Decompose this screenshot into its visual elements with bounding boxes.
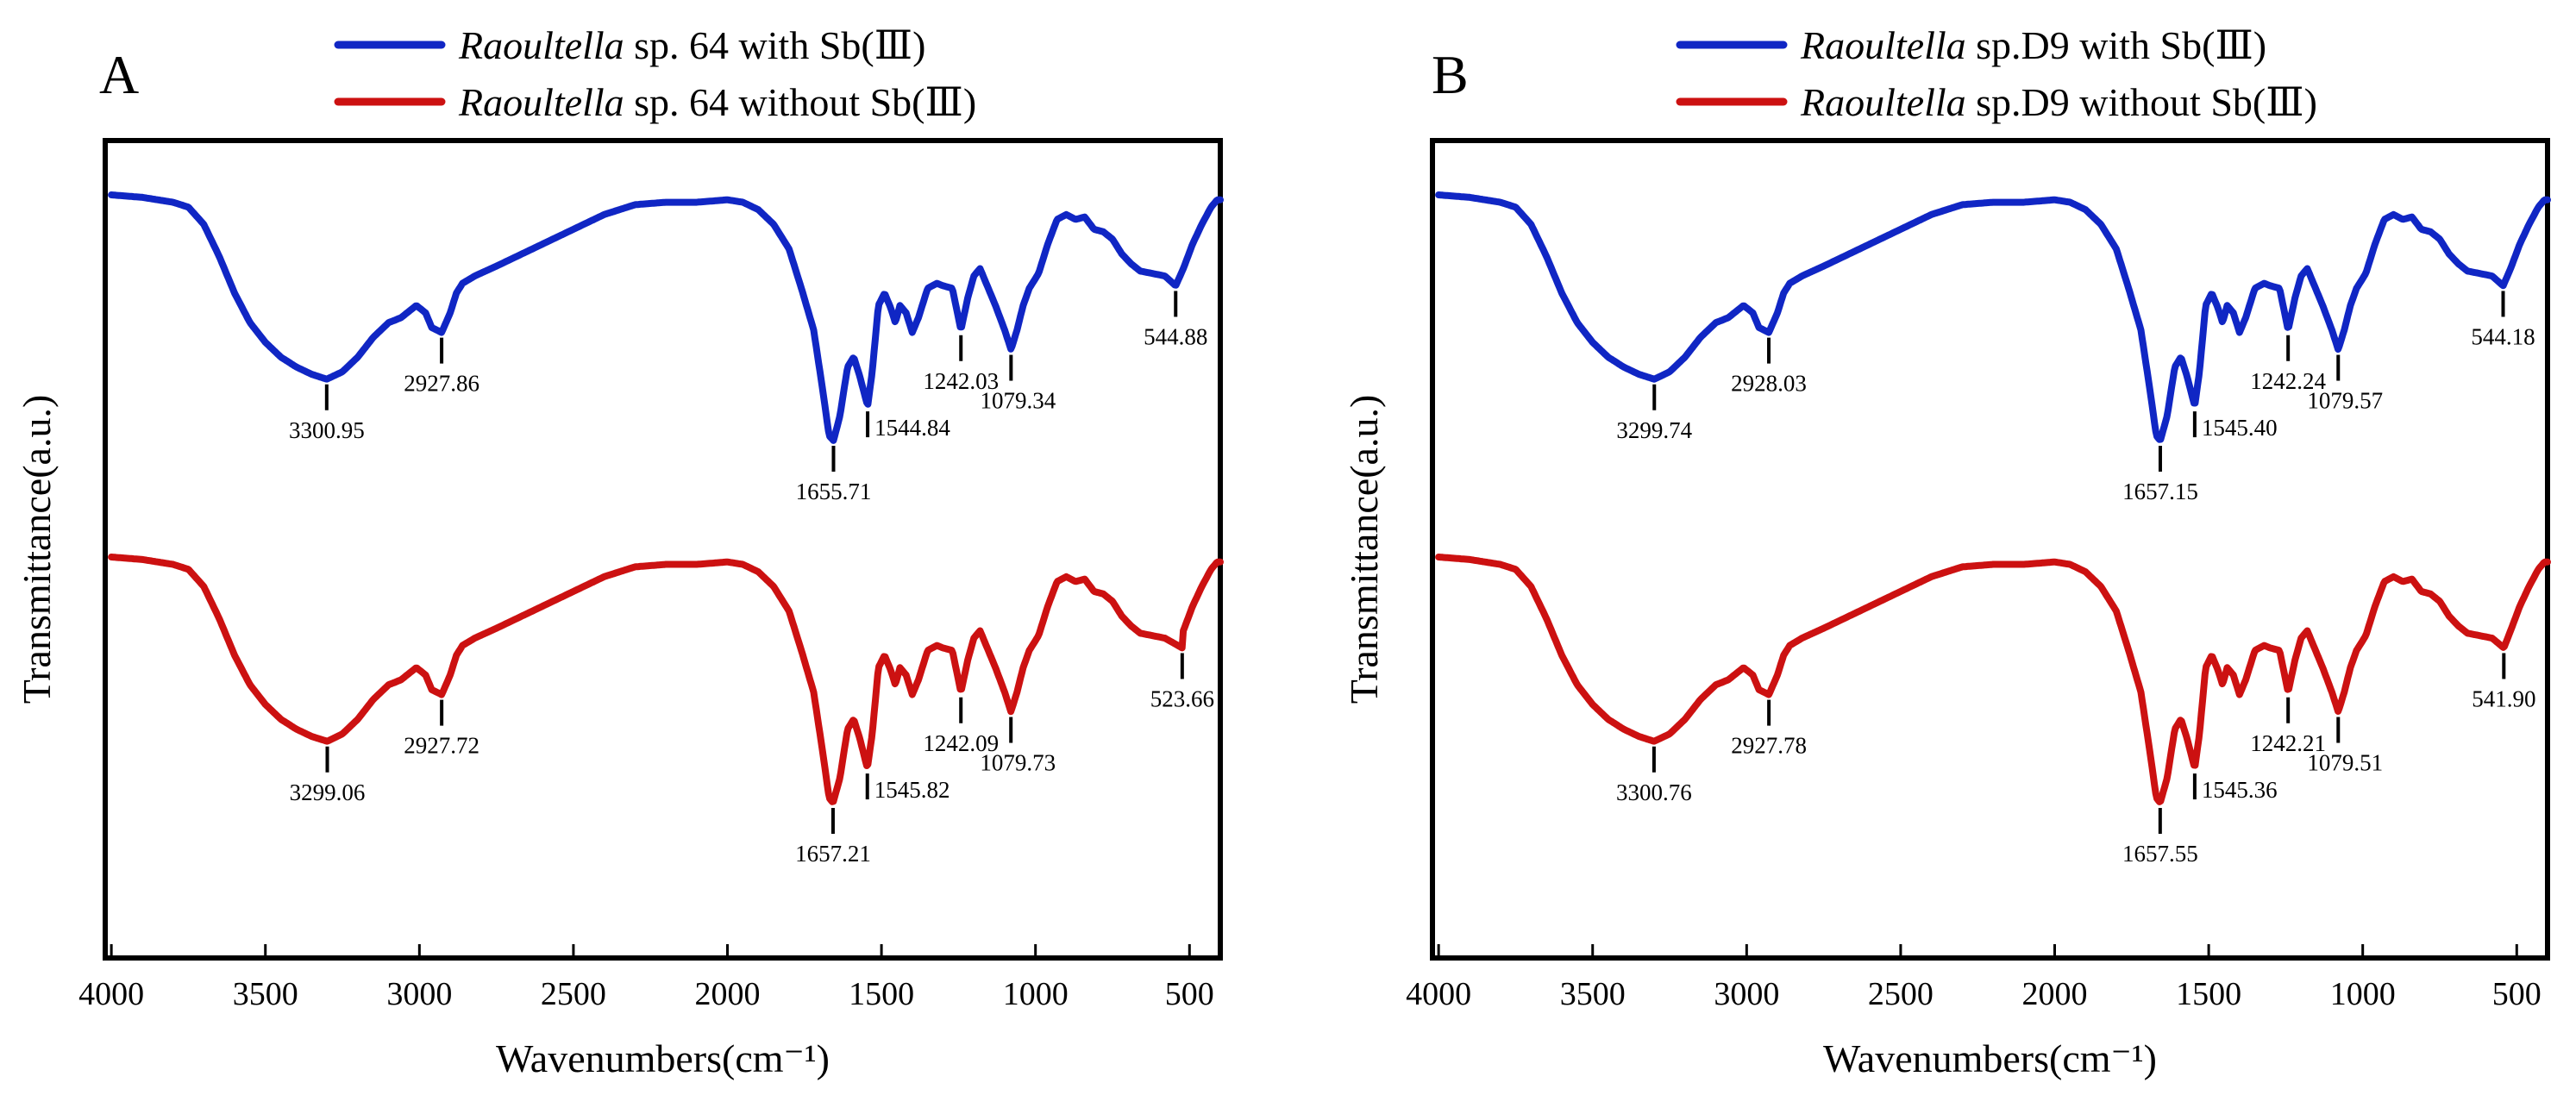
peak-label: 1242.09 (923, 730, 999, 756)
peak-annotation: 1242.03 (923, 335, 999, 394)
peak-label: 2927.78 (1731, 733, 1807, 759)
chart-panel-b: B Raoultella sp.D9 with Sb(Ⅲ) Raoultella s… (1342, 23, 2551, 1080)
spectrum-line (108, 191, 1224, 444)
peak-label: 523.66 (1150, 685, 1214, 711)
peak-annotation: 3300.95 (289, 384, 365, 443)
peak-label: 544.88 (1144, 323, 1207, 349)
x-tick-label: 1000 (1003, 976, 1069, 1012)
peak-label: 3300.76 (1616, 779, 1692, 805)
peak-label: 1079.73 (980, 750, 1056, 776)
plot-frame (103, 138, 1223, 961)
legend-label: Raoultella sp.D9 with Sb(Ⅲ) (1800, 23, 2266, 67)
legend-label: Raoultella sp.D9 without Sb(Ⅲ) (1800, 80, 2317, 124)
peak-annotation: 2927.86 (404, 337, 479, 397)
x-tick-label: 3000 (1714, 976, 1779, 1012)
peak-label: 544.18 (2471, 323, 2535, 349)
y-axis-title: Transmittance(a.u.) (1342, 395, 1386, 704)
x-tick-label: 500 (1165, 976, 1214, 1012)
legend-label: Raoultella sp. 64 with Sb(Ⅲ) (458, 23, 925, 67)
peak-annotation: 3299.74 (1616, 384, 1693, 443)
peak-annotation: 1079.73 (980, 717, 1056, 776)
legend-label: Raoultella sp. 64 without Sb(Ⅲ) (458, 80, 976, 124)
peak-label: 3299.06 (290, 779, 366, 805)
peak-label: 1545.82 (874, 777, 950, 803)
peak-label: 1079.51 (2307, 750, 2383, 776)
peak-annotation: 1655.71 (796, 446, 872, 504)
legend-entry: Raoultella sp. 64 with Sb(Ⅲ) (334, 23, 925, 67)
legend-entry: Raoultella sp.D9 without Sb(Ⅲ) (1676, 80, 2317, 124)
peak-annotation: 544.18 (2471, 291, 2535, 349)
peak-label: 1657.21 (795, 841, 871, 867)
peak-annotation: 1545.82 (865, 773, 950, 803)
peak-annotation: 1657.21 (795, 808, 871, 867)
y-axis-title: Transmittance(a.u.) (15, 395, 59, 704)
panel-letter: A (99, 44, 139, 105)
x-tick-label: 3500 (233, 976, 298, 1012)
peak-annotation: 2928.03 (1731, 337, 1807, 397)
spectrum-line (108, 554, 1224, 805)
peak-annotation: 3300.76 (1616, 746, 1692, 805)
peak-label: 1655.71 (796, 479, 872, 504)
x-axis-title: Wavenumbers(cm⁻¹) (496, 1036, 830, 1080)
peak-label: 1657.55 (2122, 841, 2198, 867)
x-tick-label: 1500 (2176, 976, 2241, 1012)
panel-letter: B (1432, 44, 1469, 105)
peak-annotation: 2927.72 (404, 699, 479, 759)
peak-label: 1242.24 (2250, 368, 2326, 394)
peak-label: 3299.74 (1616, 417, 1692, 443)
x-tick-label: 3500 (1560, 976, 1626, 1012)
peak-label: 2928.03 (1731, 371, 1807, 397)
peak-annotation: 1545.36 (2192, 773, 2278, 803)
peak-annotation: 1545.40 (2192, 411, 2278, 441)
peak-label: 1079.34 (980, 388, 1056, 414)
peak-annotation: 1242.21 (2250, 697, 2326, 756)
legend-entry: Raoultella sp.D9 with Sb(Ⅲ) (1676, 23, 2266, 67)
spectrum-line (1435, 554, 2551, 805)
peak-annotation: 1079.57 (2307, 354, 2383, 414)
peak-annotation: 1242.24 (2250, 335, 2327, 394)
plot-frame (1430, 138, 2550, 961)
peak-label: 1242.21 (2250, 730, 2326, 756)
peak-label: 1544.84 (874, 415, 950, 441)
x-tick-label: 2000 (695, 976, 761, 1012)
x-axis-title: Wavenumbers(cm⁻¹) (1823, 1036, 2157, 1080)
peak-annotation: 523.66 (1150, 653, 1214, 711)
x-tick-label: 4000 (78, 976, 144, 1012)
peak-label: 2927.86 (404, 371, 479, 397)
peak-label: 3300.95 (289, 417, 365, 443)
peak-label: 1079.57 (2307, 388, 2383, 414)
peak-annotation: 1242.09 (923, 697, 999, 756)
x-tick-label: 1000 (2330, 976, 2396, 1012)
x-tick-label: 1500 (849, 976, 914, 1012)
peak-annotation: 1544.84 (866, 411, 950, 441)
peak-annotation: 3299.06 (290, 746, 366, 805)
x-tick-label: 2500 (1868, 976, 1934, 1012)
peak-annotation: 541.90 (2472, 653, 2535, 711)
x-tick-label: 4000 (1406, 976, 1471, 1012)
x-tick-label: 3000 (386, 976, 452, 1012)
peak-label: 1545.40 (2202, 415, 2278, 441)
spectrum-line (1435, 191, 2551, 443)
peak-annotation: 2927.78 (1731, 699, 1807, 759)
peak-annotation: 1079.34 (980, 354, 1056, 414)
peak-label: 1545.36 (2202, 777, 2278, 803)
x-tick-label: 500 (2492, 976, 2542, 1012)
peak-label: 541.90 (2472, 685, 2535, 711)
peak-annotation: 1079.51 (2307, 717, 2383, 776)
peak-annotation: 1657.55 (2122, 808, 2198, 867)
chart-panel-a: A Raoultella sp. 64 with Sb(Ⅲ) Raoultella … (15, 23, 1224, 1080)
peak-label: 1657.15 (2122, 479, 2198, 504)
legend-entry: Raoultella sp. 64 without Sb(Ⅲ) (334, 80, 976, 124)
x-tick-label: 2000 (2022, 976, 2088, 1012)
peak-annotation: 544.88 (1144, 291, 1207, 349)
peak-label: 1242.03 (923, 368, 999, 394)
peak-annotation: 1657.15 (2122, 446, 2198, 504)
peak-label: 2927.72 (404, 733, 479, 759)
x-tick-label: 2500 (541, 976, 606, 1012)
